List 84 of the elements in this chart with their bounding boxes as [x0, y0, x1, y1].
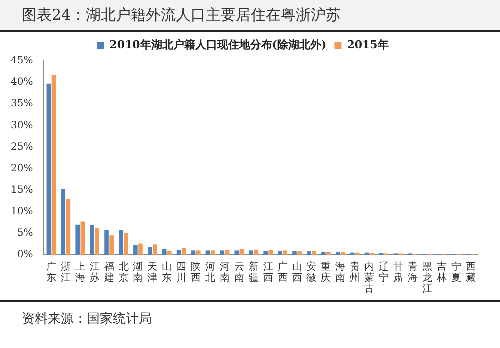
bar: [249, 250, 254, 255]
y-tick-label: 25%: [10, 142, 34, 153]
bar: [240, 249, 244, 255]
x-tick-label: 河南: [220, 261, 230, 284]
x-tick-label: 青海: [408, 261, 418, 284]
bar: [148, 247, 152, 255]
bar: [66, 198, 71, 255]
bar: [341, 252, 346, 255]
text: 资料来源：国家统计局: [0, 300, 500, 336]
bar: [268, 250, 274, 255]
x-tick-label: 黑龙江: [422, 262, 432, 296]
y-tick-label: 5%: [17, 228, 34, 240]
bar: [307, 252, 312, 255]
x-tick-label: 内蒙古: [364, 261, 375, 296]
bar: [182, 248, 186, 255]
x-tick-label: 广东: [46, 261, 56, 284]
legend-label: 2010年湖北户籍人口现住地分布(除湖北外): [110, 38, 327, 52]
x-tick-label: 浙江: [60, 261, 71, 284]
bar: [95, 228, 100, 255]
y-tick-label: 15%: [10, 184, 34, 196]
x-tick-label: 甘肃: [393, 261, 404, 284]
x-tick-label: 山西: [292, 261, 302, 284]
x-tick-label: 云南: [234, 262, 244, 284]
bar: [124, 233, 128, 255]
bar: [46, 84, 52, 255]
y-tick-label: 10%: [10, 206, 34, 218]
bar: [110, 236, 114, 255]
x-tick-label: 江苏: [90, 261, 100, 284]
bar: [52, 75, 56, 255]
x-tick-label: 吉林: [436, 261, 447, 284]
bar: [104, 230, 109, 255]
bar: [168, 251, 172, 255]
x-tick-label: 福建: [103, 261, 114, 284]
x-tick-label: 贵州: [350, 261, 360, 284]
y-tick-label: 35%: [10, 98, 34, 110]
x-tick-label: 西藏: [466, 262, 476, 284]
x-tick-label: 重庆: [321, 261, 332, 284]
bar: [191, 250, 196, 255]
bar: [283, 250, 288, 255]
y-tick-label: 20%: [10, 163, 34, 174]
y-tick-label: 45%: [10, 56, 34, 67]
bar: [134, 245, 138, 255]
x-tick-label: 山东: [162, 261, 172, 284]
y-tick-label: 40%: [10, 77, 34, 88]
x-tick-label: 四川: [176, 262, 187, 284]
x-tick-label: 辽宁: [379, 261, 390, 284]
bar: [196, 250, 201, 255]
x-tick-label: 北京: [118, 261, 129, 284]
x-tick-label: 江西: [263, 261, 274, 284]
bar: [292, 252, 297, 255]
bar: [278, 251, 282, 255]
bar: [153, 244, 158, 255]
bar: [210, 250, 216, 255]
bar: [61, 189, 66, 255]
x-tick-label: 海南: [336, 261, 346, 284]
bar: [254, 250, 259, 255]
bar: [138, 244, 143, 255]
x-tick-label: 新疆: [248, 261, 259, 284]
chart-title: 图表24：湖北户籍外流人口主要居住在粤浙沪苏: [0, 0, 500, 32]
x-tick-label: 广西: [278, 261, 288, 284]
x-tick-label: 河北: [206, 261, 216, 284]
bar: [76, 224, 80, 255]
x-tick-label: 天津: [148, 262, 158, 284]
x-tick-label: 上海: [75, 261, 86, 284]
x-tick-label: 宁夏: [451, 261, 462, 284]
y-tick-label: 30%: [10, 120, 34, 132]
bar: [336, 252, 340, 255]
y-tick-label: 0%: [17, 250, 34, 261]
x-tick-label: 陕西: [191, 261, 202, 284]
bar: [312, 251, 316, 255]
bar: [119, 230, 124, 255]
bar: [220, 250, 225, 255]
bar: [326, 252, 331, 255]
bar: [80, 222, 86, 255]
legend-label: 2015年: [347, 38, 389, 52]
bar: [322, 252, 326, 255]
bar: [234, 250, 240, 255]
bar: [264, 251, 268, 255]
bar: [90, 225, 94, 255]
x-tick-label: 湖南: [133, 261, 144, 284]
x-tick-label: 安徽: [306, 261, 317, 284]
bar: [206, 250, 210, 255]
bar: [298, 252, 302, 255]
bar: [162, 249, 167, 255]
